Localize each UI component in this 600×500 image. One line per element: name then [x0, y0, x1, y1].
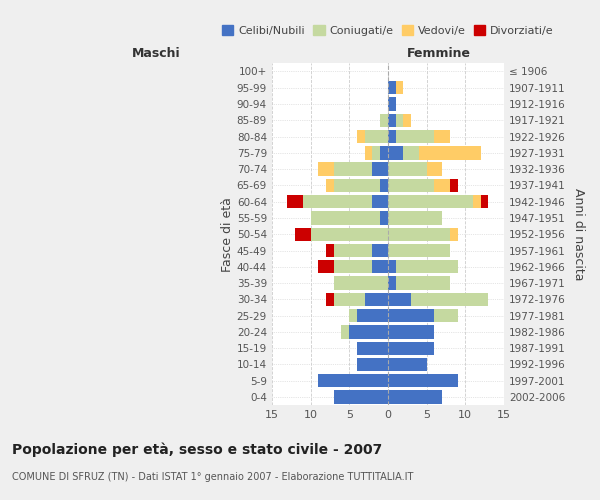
Bar: [326, 178, 334, 192]
Bar: [434, 178, 450, 192]
Bar: [334, 390, 388, 404]
Bar: [357, 309, 388, 322]
Text: COMUNE DI SFRUZ (TN) - Dati ISTAT 1° gennaio 2007 - Elaborazione TUTTITALIA.IT: COMUNE DI SFRUZ (TN) - Dati ISTAT 1° gen…: [12, 472, 413, 482]
Bar: [318, 260, 334, 274]
Bar: [388, 342, 434, 355]
Bar: [380, 212, 388, 224]
Bar: [349, 309, 357, 322]
Y-axis label: Anni di nascita: Anni di nascita: [572, 188, 585, 280]
Bar: [388, 374, 458, 388]
Bar: [373, 162, 388, 176]
Bar: [395, 114, 403, 127]
Bar: [357, 130, 365, 143]
Bar: [388, 244, 450, 257]
Bar: [326, 292, 334, 306]
Bar: [380, 114, 388, 127]
Text: Maschi: Maschi: [131, 47, 180, 60]
Bar: [388, 260, 395, 274]
Bar: [295, 228, 311, 241]
Text: Femmine: Femmine: [407, 47, 471, 60]
Bar: [365, 130, 388, 143]
Bar: [388, 146, 403, 160]
Y-axis label: Fasce di età: Fasce di età: [221, 197, 234, 272]
Bar: [388, 98, 395, 110]
Bar: [334, 244, 373, 257]
Bar: [365, 292, 388, 306]
Bar: [388, 358, 427, 371]
Bar: [395, 276, 450, 289]
Bar: [373, 146, 380, 160]
Bar: [357, 358, 388, 371]
Bar: [303, 195, 373, 208]
Bar: [373, 195, 388, 208]
Bar: [349, 325, 388, 338]
Bar: [473, 195, 481, 208]
Bar: [403, 114, 411, 127]
Bar: [395, 81, 403, 94]
Bar: [334, 162, 373, 176]
Bar: [380, 146, 388, 160]
Text: Popolazione per età, sesso e stato civile - 2007: Popolazione per età, sesso e stato civil…: [12, 442, 382, 457]
Legend: Celibi/Nubili, Coniugati/e, Vedovi/e, Divorziati/e: Celibi/Nubili, Coniugati/e, Vedovi/e, Di…: [218, 21, 558, 40]
Bar: [388, 292, 411, 306]
Bar: [373, 260, 388, 274]
Bar: [450, 228, 458, 241]
Bar: [388, 178, 434, 192]
Bar: [365, 146, 373, 160]
Bar: [388, 195, 473, 208]
Bar: [434, 130, 450, 143]
Bar: [434, 309, 458, 322]
Bar: [357, 342, 388, 355]
Bar: [481, 195, 488, 208]
Bar: [411, 292, 488, 306]
Bar: [395, 260, 458, 274]
Bar: [311, 228, 388, 241]
Bar: [318, 162, 334, 176]
Bar: [388, 81, 395, 94]
Bar: [334, 292, 365, 306]
Bar: [388, 325, 434, 338]
Bar: [341, 325, 349, 338]
Bar: [427, 162, 442, 176]
Bar: [388, 114, 395, 127]
Bar: [388, 276, 395, 289]
Bar: [373, 244, 388, 257]
Bar: [334, 260, 373, 274]
Bar: [388, 390, 442, 404]
Bar: [395, 130, 434, 143]
Bar: [403, 146, 419, 160]
Bar: [334, 178, 380, 192]
Bar: [419, 146, 481, 160]
Bar: [380, 178, 388, 192]
Bar: [318, 374, 388, 388]
Bar: [388, 228, 450, 241]
Bar: [311, 212, 380, 224]
Bar: [287, 195, 303, 208]
Bar: [334, 276, 388, 289]
Bar: [388, 162, 427, 176]
Bar: [450, 178, 458, 192]
Bar: [326, 244, 334, 257]
Bar: [388, 212, 442, 224]
Bar: [388, 130, 395, 143]
Bar: [388, 309, 434, 322]
